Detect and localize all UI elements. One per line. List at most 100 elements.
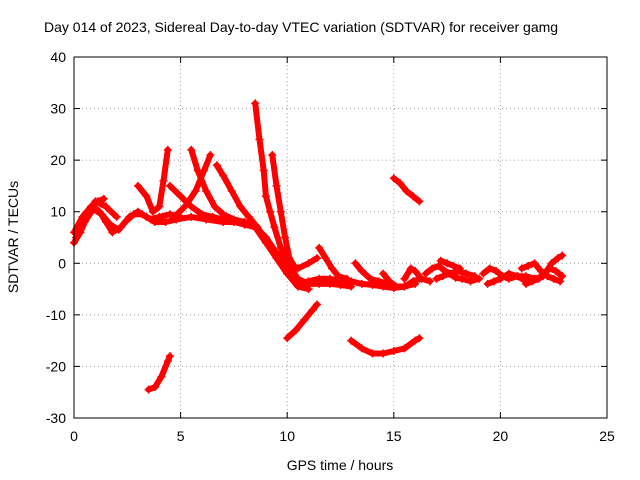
- data-point: [251, 99, 260, 108]
- data-point: [342, 274, 351, 283]
- series-line: [269, 152, 299, 272]
- data-point: [272, 181, 281, 190]
- data-point: [400, 282, 409, 291]
- data-point: [408, 192, 417, 201]
- data-point: [99, 194, 108, 203]
- data-point: [417, 274, 426, 283]
- series-trace-4: [121, 210, 185, 227]
- data-point: [368, 349, 377, 358]
- data-point: [219, 210, 228, 219]
- data-point: [129, 210, 138, 219]
- plot-frame: [73, 56, 608, 419]
- data-point: [415, 334, 424, 343]
- data-point: [539, 269, 548, 278]
- data-point: [432, 274, 441, 283]
- data-point: [163, 145, 172, 154]
- y-axis-label: SDTVAR / TECUs: [5, 181, 21, 293]
- data-point: [276, 207, 285, 216]
- data-point: [549, 274, 558, 283]
- grid: [74, 57, 607, 418]
- series-line: [73, 206, 122, 241]
- data-point: [389, 346, 398, 355]
- data-point: [411, 267, 420, 276]
- data-point: [496, 274, 505, 283]
- data-point: [524, 261, 533, 270]
- data-point: [347, 336, 356, 345]
- data-point: [551, 267, 560, 276]
- data-point: [530, 259, 539, 268]
- y-tick-label: -20: [46, 358, 66, 374]
- data-point: [259, 166, 268, 175]
- data-point: [244, 212, 253, 221]
- data-point: [475, 274, 484, 283]
- data-point: [240, 218, 249, 227]
- data-point: [165, 352, 174, 361]
- data-point: [255, 135, 264, 144]
- data-point: [545, 264, 554, 273]
- data-point: [336, 280, 345, 289]
- series-trace-6: [133, 145, 172, 216]
- data-point: [270, 223, 279, 232]
- data-point: [434, 261, 443, 270]
- data-point: [479, 269, 488, 278]
- data-point: [558, 251, 567, 260]
- data-point: [227, 187, 236, 196]
- data-point: [389, 174, 398, 183]
- data-point: [193, 166, 202, 175]
- series-trace-21: [400, 264, 435, 286]
- series-line: [437, 257, 463, 272]
- data-point: [391, 282, 400, 291]
- data-point: [133, 181, 142, 190]
- y-tick-label: -10: [46, 307, 66, 323]
- series-trace-17: [347, 334, 424, 358]
- data-point: [304, 259, 313, 268]
- data-point: [357, 344, 366, 353]
- data-point: [112, 212, 121, 221]
- data-point: [121, 218, 130, 227]
- series-trace-10: [212, 161, 302, 288]
- data-point: [400, 344, 409, 353]
- data-point: [379, 269, 388, 278]
- data-point: [321, 254, 330, 263]
- data-point: [170, 212, 179, 221]
- y-tick-label: 0: [58, 255, 66, 271]
- data-point: [436, 256, 445, 265]
- data-point: [313, 300, 322, 309]
- data-point: [411, 336, 420, 345]
- series-line: [540, 265, 566, 280]
- series-trace-29: [539, 264, 567, 281]
- data-point: [547, 259, 556, 268]
- x-tick-label: 5: [177, 428, 185, 444]
- data-point: [374, 277, 383, 286]
- series-trace-27: [517, 259, 565, 286]
- data-point: [268, 150, 277, 159]
- series-trace-24: [436, 256, 464, 273]
- data-point: [517, 264, 526, 273]
- data-point: [229, 215, 238, 224]
- data-point: [261, 192, 270, 201]
- y-tick-label: 10: [50, 204, 66, 220]
- data-point: [165, 181, 174, 190]
- data-point: [492, 267, 501, 276]
- data-point: [402, 187, 411, 196]
- data-point: [253, 223, 262, 232]
- data-point: [521, 279, 530, 288]
- data-point: [285, 254, 294, 263]
- data-point: [72, 233, 81, 242]
- data-point: [428, 264, 437, 273]
- chart-title: Day 014 of 2023, Sidereal Day-to-day VTE…: [44, 19, 558, 35]
- data-point: [325, 279, 334, 288]
- data-point: [400, 274, 409, 283]
- series-line: [135, 146, 171, 215]
- data-point: [197, 210, 206, 219]
- data-point: [272, 254, 281, 263]
- data-point: [513, 272, 522, 281]
- data-point: [426, 277, 435, 286]
- data-point: [80, 218, 89, 227]
- data-point: [281, 233, 290, 242]
- data-point: [293, 274, 302, 283]
- x-axis-label: GPS time / hours: [287, 457, 394, 473]
- series-trace-13: [144, 352, 174, 394]
- data-point: [408, 277, 417, 286]
- data-point: [327, 264, 336, 273]
